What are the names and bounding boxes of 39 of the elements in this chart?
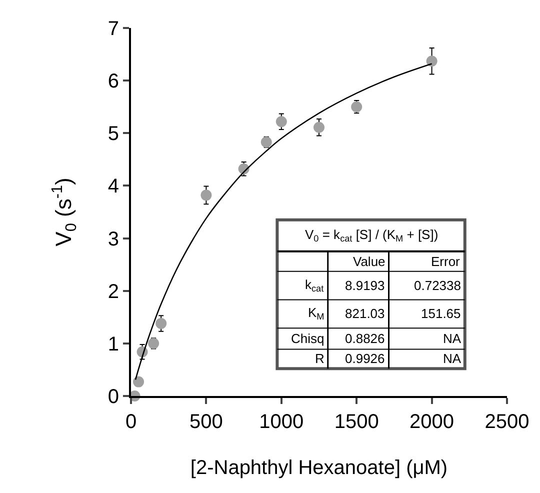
- annotation: 0.9926: [345, 351, 385, 366]
- point: [156, 318, 167, 329]
- annotation: Chisq: [291, 331, 324, 346]
- annotation: R: [315, 351, 324, 366]
- annotation: Error: [431, 254, 461, 269]
- y-tick-label: 2: [108, 280, 119, 303]
- point: [426, 56, 438, 67]
- annotation: 0.72338: [414, 278, 461, 293]
- point: [133, 376, 144, 388]
- annotation: 0.8826: [345, 331, 385, 346]
- y-tick-label: 0: [108, 386, 119, 408]
- point: [351, 101, 362, 112]
- x-tick-label: 1000: [259, 411, 304, 433]
- annotation: NA: [443, 351, 462, 366]
- annotation: k$_{cat}$: [305, 277, 324, 294]
- annotation: NA: [443, 331, 462, 346]
- point: [314, 122, 324, 133]
- annotation: 821.03: [345, 306, 385, 321]
- y-tick-label: 6: [108, 70, 119, 93]
- annotation: K$_{M}$: [308, 305, 324, 322]
- y-tick-label: 7: [108, 18, 119, 40]
- annotation: 8.9193: [345, 278, 385, 293]
- x-axis-title: [2-Naphthyl Hexanoate] (μM): [190, 457, 448, 479]
- point: [260, 136, 272, 148]
- annotation: Value: [353, 254, 386, 269]
- annotation: V$_{0}$ = k$_{cat}$ [S] / (K$_{M}$ + [S]): [305, 227, 438, 244]
- x-tick-label: 500: [190, 411, 223, 433]
- point: [148, 338, 160, 349]
- x-tick-label: 1500: [334, 411, 379, 433]
- y-tick-label: 3: [108, 228, 119, 250]
- y-tick-label: 5: [108, 123, 119, 146]
- x-tick-label: 2500: [484, 411, 530, 433]
- point: [200, 190, 212, 201]
- y-tick-label: 1: [108, 333, 119, 356]
- y-tick-label: 4: [108, 176, 119, 198]
- point: [276, 116, 287, 128]
- annotation: 151.65: [421, 306, 461, 321]
- x-tick-label: 0: [125, 411, 137, 433]
- x-tick-label: 2000: [410, 411, 454, 433]
